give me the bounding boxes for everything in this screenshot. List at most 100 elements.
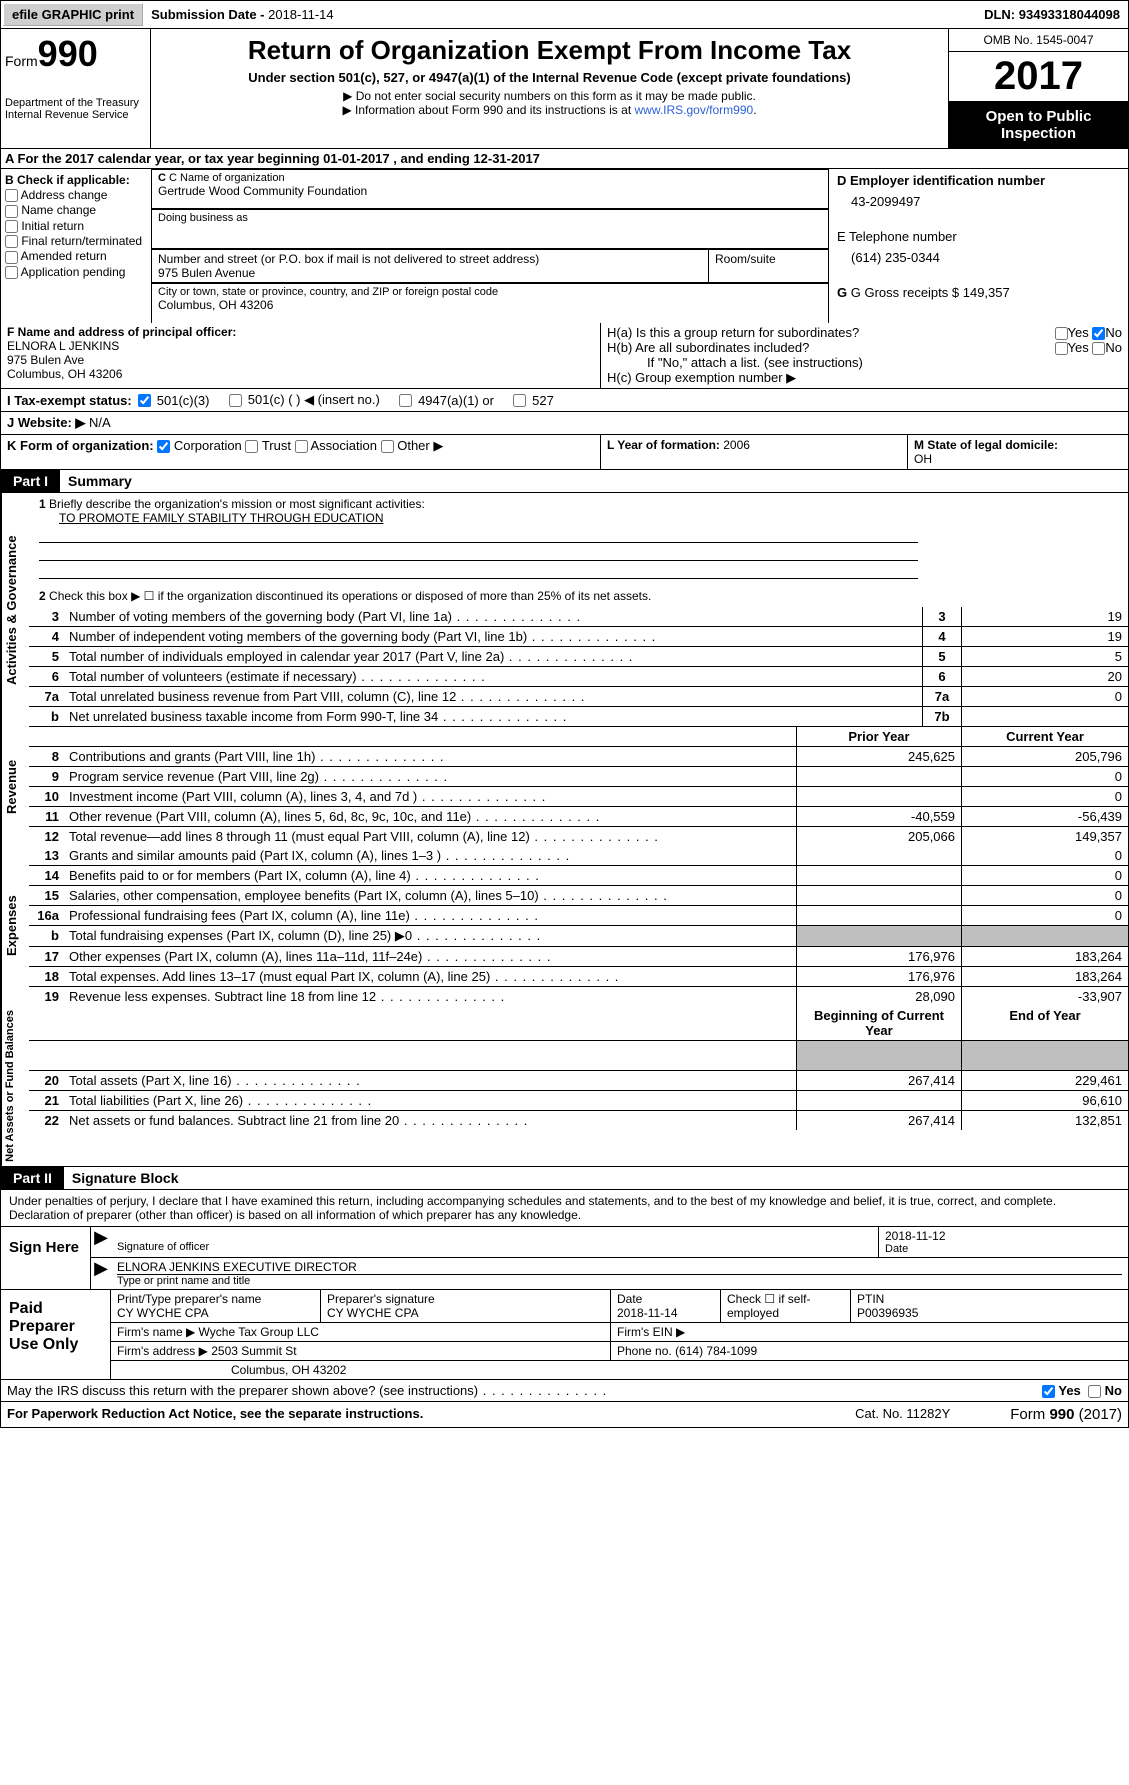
- curr-year-hdr: Current Year: [962, 727, 1128, 746]
- submission-date: Submission Date - 2018-11-14: [145, 4, 340, 25]
- prep-date: 2018-11-14: [617, 1306, 714, 1320]
- part-2-header: Part II Signature Block: [0, 1167, 1129, 1190]
- firm-name-lbl: Firm's name ▶: [117, 1325, 195, 1339]
- footer: For Paperwork Reduction Act Notice, see …: [0, 1402, 1129, 1428]
- beg-year-hdr: Beginning of Current Year: [796, 1006, 962, 1040]
- cat-no: Cat. No. 11282Y: [855, 1406, 950, 1423]
- tax-exempt-label: I Tax-exempt status:: [7, 393, 132, 408]
- prep-sig-lbl: Preparer's signature: [327, 1292, 604, 1306]
- cb-501c[interactable]: [229, 394, 242, 407]
- ha-no[interactable]: [1092, 327, 1105, 340]
- officer-addr2: Columbus, OH 43206: [7, 367, 594, 381]
- cb-application-pending[interactable]: Application pending: [5, 265, 147, 279]
- ha-yes[interactable]: [1055, 327, 1068, 340]
- cb-trust[interactable]: [245, 440, 258, 453]
- dba-label: Doing business as: [158, 212, 822, 224]
- section-j: J Website: ▶ N/A: [0, 412, 1129, 435]
- section-fh: F Name and address of principal officer:…: [0, 323, 1129, 389]
- cb-name-change[interactable]: Name change: [5, 203, 147, 217]
- paid-preparer-block: Paid Preparer Use Only Print/Type prepar…: [0, 1290, 1129, 1380]
- ha-label: H(a) Is this a group return for subordin…: [607, 325, 1055, 340]
- part-1-tag: Part I: [1, 470, 60, 492]
- omb-number: OMB No. 1545-0047: [949, 29, 1128, 52]
- prep-sig: CY WYCHE CPA: [327, 1306, 604, 1320]
- activities-governance: Activities & Governance 1 Briefly descri…: [0, 493, 1129, 727]
- section-bcdeg: B Check if applicable: Address change Na…: [0, 169, 1129, 323]
- tel-value: (614) 235-0344: [851, 250, 1106, 265]
- section-klm: K Form of organization: Corporation Trus…: [0, 435, 1129, 470]
- irs-link[interactable]: www.IRS.gov/form990: [634, 103, 753, 117]
- note-1: ▶ Do not enter social security numbers o…: [157, 89, 942, 103]
- city-label: City or town, state or province, country…: [158, 286, 822, 298]
- dln: DLN: 93493318044098: [976, 4, 1128, 25]
- form-label: Form: [5, 53, 38, 69]
- q2: Check this box ▶ ☐ if the organization d…: [49, 589, 651, 603]
- part-2-title: Signature Block: [64, 1170, 179, 1186]
- sig-name-label: Type or print name and title: [117, 1275, 1122, 1287]
- ein-label: D Employer identification number: [837, 173, 1045, 188]
- year-formation: 2006: [723, 438, 750, 452]
- q1: Briefly describe the organization's miss…: [49, 497, 425, 511]
- title: Return of Organization Exempt From Incom…: [157, 35, 942, 66]
- discuss-no[interactable]: [1088, 1385, 1101, 1398]
- year-formation-label: L Year of formation:: [607, 438, 723, 452]
- discuss-label: May the IRS discuss this return with the…: [7, 1383, 607, 1398]
- side-revenue: Revenue: [1, 727, 29, 846]
- cb-527[interactable]: [513, 394, 526, 407]
- topbar: efile GRAPHIC print Submission Date - 20…: [0, 0, 1129, 29]
- sig-name: ELNORA JENKINS EXECUTIVE DIRECTOR: [117, 1260, 1122, 1275]
- arrow-icon: ▶: [91, 1227, 111, 1257]
- paid-prep-label: Paid Preparer Use Only: [1, 1290, 111, 1379]
- form-header: Form990 Department of the Treasury Inter…: [0, 29, 1129, 149]
- ptin: P00396935: [857, 1306, 1122, 1320]
- tel-label: E Telephone number: [837, 229, 1120, 244]
- revenue: Revenue Prior YearCurrent Year 8Contribu…: [0, 727, 1129, 846]
- gross-value: 149,357: [963, 285, 1010, 300]
- cb-corporation[interactable]: [157, 440, 170, 453]
- cb-other[interactable]: [381, 440, 394, 453]
- cb-501c3[interactable]: [138, 394, 151, 407]
- cb-association[interactable]: [295, 440, 308, 453]
- cb-initial-return[interactable]: Initial return: [5, 219, 147, 233]
- efile-button[interactable]: efile GRAPHIC print: [3, 3, 143, 26]
- net-assets: Net Assets or Fund Balances Beginning of…: [0, 1006, 1129, 1167]
- officer-addr1: 975 Bulen Ave: [7, 353, 594, 367]
- discuss-yes[interactable]: [1042, 1385, 1055, 1398]
- sign-here-block: Sign Here ▶ Signature of officer2018-11-…: [0, 1227, 1129, 1290]
- form-org-label: K Form of organization:: [7, 438, 154, 453]
- prep-self-emp[interactable]: Check ☐ if self-employed: [721, 1290, 851, 1322]
- form-id: Form 990 (2017): [1010, 1406, 1122, 1423]
- firm-city: Columbus, OH 43202: [111, 1361, 611, 1379]
- side-governance: Activities & Governance: [1, 493, 29, 727]
- firm-ein: Firm's EIN ▶: [611, 1323, 1128, 1341]
- pra-notice: For Paperwork Reduction Act Notice, see …: [7, 1406, 423, 1423]
- subtitle: Under section 501(c), 527, or 4947(a)(1)…: [187, 70, 912, 85]
- section-i: I Tax-exempt status: 501(c)(3) 501(c) ( …: [0, 389, 1129, 412]
- state-domicile: OH: [914, 452, 932, 466]
- cb-final-return[interactable]: Final return/terminated: [5, 234, 147, 248]
- hb-yes[interactable]: [1055, 342, 1068, 355]
- cb-address-change[interactable]: Address change: [5, 188, 147, 202]
- expenses: Expenses 13Grants and similar amounts pa…: [0, 846, 1129, 1006]
- phone-lbl: Phone no.: [617, 1344, 672, 1358]
- org-name: Gertrude Wood Community Foundation: [158, 184, 822, 198]
- irs-label: Internal Revenue Service: [5, 109, 146, 121]
- prep-name-lbl: Print/Type preparer's name: [117, 1292, 314, 1306]
- sig-date: 2018-11-12: [885, 1229, 1122, 1243]
- mission: TO PROMOTE FAMILY STABILITY THROUGH EDUC…: [39, 511, 1118, 525]
- dept-treasury: Department of the Treasury: [5, 97, 146, 109]
- gross-label: G Gross receipts $: [851, 285, 963, 300]
- addr-val: 975 Bulen Avenue: [158, 266, 702, 280]
- cb-amended-return[interactable]: Amended return: [5, 249, 147, 263]
- hc-label: H(c) Group exemption number ▶: [607, 370, 1122, 386]
- part-1-header: Part I Summary: [0, 470, 1129, 493]
- check-applicable-label: B Check if applicable:: [5, 173, 147, 187]
- signature-declaration: Under penalties of perjury, I declare th…: [0, 1190, 1129, 1227]
- hb-no[interactable]: [1092, 342, 1105, 355]
- hb-note: If "No," attach a list. (see instruction…: [607, 355, 1122, 370]
- cb-4947[interactable]: [399, 394, 412, 407]
- arrow-icon: ▶: [91, 1258, 111, 1289]
- hb-label: H(b) Are all subordinates included?: [607, 340, 1055, 355]
- part-2-tag: Part II: [1, 1167, 64, 1189]
- officer-name: ELNORA L JENKINS: [7, 339, 594, 353]
